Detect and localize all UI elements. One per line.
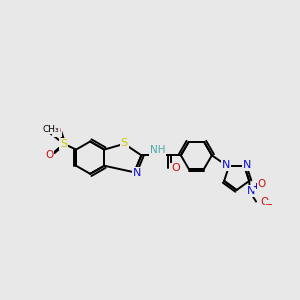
Text: NH: NH: [150, 145, 165, 155]
Text: O: O: [45, 150, 53, 160]
Text: O: O: [53, 126, 61, 136]
Text: N: N: [247, 186, 256, 196]
Text: S: S: [121, 138, 128, 148]
Text: O: O: [261, 197, 269, 207]
Text: N: N: [222, 160, 230, 170]
Text: S: S: [60, 139, 68, 149]
Text: O: O: [257, 179, 266, 189]
Text: O: O: [171, 164, 180, 173]
Text: N: N: [133, 168, 141, 178]
Text: +: +: [253, 182, 260, 191]
Text: N: N: [243, 160, 252, 170]
Text: CH₃: CH₃: [42, 125, 59, 134]
Text: −: −: [266, 200, 274, 210]
